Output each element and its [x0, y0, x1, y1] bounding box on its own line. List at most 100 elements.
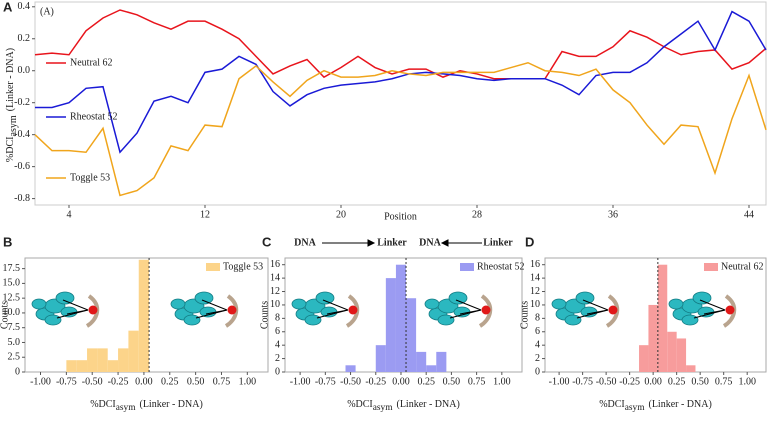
coupling-arrow: [576, 309, 609, 319]
helix: [183, 314, 201, 326]
histogram-bar: [76, 360, 88, 372]
panel-label: B: [3, 234, 12, 249]
y-tick-label: 6: [275, 326, 280, 337]
axis-label-sub: asym: [116, 403, 136, 413]
y-tick-label: -0.4: [14, 129, 30, 140]
coupling-arrow: [201, 299, 228, 311]
helix: [194, 291, 214, 305]
axis-label-tail: (Linker - DNA): [396, 399, 459, 410]
histogram-bar: [107, 360, 119, 372]
x-tick-label: 0.75: [468, 376, 486, 387]
legend-label: Rheostat 52: [70, 111, 118, 122]
axis-label-tail: (Linker - DNA): [648, 399, 711, 410]
legend-label: Toggle 53: [223, 261, 263, 272]
helix: [448, 291, 468, 305]
y-tick-label: 0.0: [18, 65, 31, 76]
helix: [320, 306, 338, 318]
coupling-arrow: [316, 309, 349, 319]
axis-label: %DCIasym(Linker - DNA): [5, 48, 19, 162]
annotation: Linker: [483, 237, 513, 248]
x-tick-label: -0.25: [108, 376, 129, 387]
histogram-bar: [395, 264, 407, 372]
legend-label: Rheostat 52: [477, 261, 525, 272]
dna-strand: [478, 294, 493, 328]
axis-label-main: %DCI: [90, 399, 116, 410]
y-tick-label: 0.4: [18, 1, 31, 12]
annotation: DNA: [294, 237, 316, 248]
y-tick-label: -0.2: [14, 97, 30, 108]
helix: [55, 291, 75, 305]
y-tick-label: 0: [535, 366, 540, 377]
x-tick-label: -0.25: [365, 376, 386, 387]
x-tick-label: 28: [472, 209, 482, 220]
y-tick-label: 6: [535, 326, 540, 337]
x-tick-label: 1.00: [239, 376, 257, 387]
y-tick-label: 2: [535, 353, 540, 364]
y-tick-label: 14: [270, 272, 280, 283]
protein-cartoon: [291, 291, 360, 328]
histogram-bar: [138, 259, 150, 372]
coupling-arrow: [322, 299, 349, 311]
coupling-arrow: [62, 299, 89, 311]
helix: [575, 291, 595, 305]
annotation: DNA: [419, 237, 441, 248]
histogram-bar: [416, 351, 427, 372]
axis-label-sub: asym: [373, 403, 393, 413]
axis-label-tail: (Linker - DNA): [139, 399, 202, 410]
panel-label: D: [525, 234, 534, 249]
x-tick-label: 0.75: [715, 376, 733, 387]
legend-label: Neutral 62: [721, 261, 764, 272]
histogram-bar: [648, 304, 658, 372]
histogram-bar: [118, 348, 129, 372]
dna-strand: [224, 294, 239, 328]
x-tick-label: -0.25: [619, 376, 640, 387]
y-tick-label: 2.5: [8, 352, 21, 363]
x-tick-label: -0.75: [315, 376, 336, 387]
coupling-arrow: [582, 299, 609, 311]
y-tick-label: 7.5: [8, 322, 21, 333]
y-tick-label: 15.0: [3, 278, 21, 289]
legend-swatch: [460, 263, 474, 271]
x-tick-label: 36: [608, 209, 618, 220]
protein-cartoon: [668, 291, 737, 328]
y-tick-label: 0: [275, 366, 280, 377]
x-tick-label: 0.25: [668, 376, 686, 387]
x-tick-label: 0.50: [187, 376, 205, 387]
coupling-arrow: [56, 309, 89, 319]
histogram-bar: [426, 365, 437, 372]
line-series: [35, 10, 767, 154]
line-series: [34, 9, 767, 80]
y-tick-label: 5.0: [8, 337, 21, 348]
x-tick-label: 1.00: [493, 376, 511, 387]
x-tick-label: 4: [67, 209, 72, 220]
helix: [437, 314, 455, 326]
histogram-bar: [375, 345, 386, 372]
y-tick-label: 2: [275, 353, 280, 364]
helix: [291, 298, 307, 310]
axis-label-tail: (Linker - DNA): [5, 48, 16, 111]
y-tick-label: 16: [530, 259, 540, 270]
x-axis-label: Position: [384, 211, 417, 222]
x-tick-label: -1.00: [290, 376, 311, 387]
y-tick-label: 0.2: [18, 33, 31, 44]
y-tick-label: 8: [535, 313, 540, 324]
y-tick-label: 10: [270, 299, 280, 310]
arrow-head: [367, 239, 376, 247]
dna-strand: [605, 294, 620, 328]
helix: [424, 298, 440, 310]
axis-label-sub: asym: [625, 403, 645, 413]
panel-label: A: [3, 0, 13, 14]
y-axis-label: Counts: [259, 301, 270, 329]
helix: [199, 306, 217, 318]
histogram-bar: [87, 348, 98, 372]
linker-site: [227, 305, 237, 315]
annotation-arrows: [322, 239, 482, 247]
x-tick-label: -1.00: [30, 376, 51, 387]
plot-frame: [34, 1, 767, 206]
linker-site: [481, 305, 491, 315]
y-axis-label: Counts: [0, 301, 10, 329]
y-tick-label: 4: [535, 339, 540, 350]
y-tick-label: 12: [530, 286, 540, 297]
helix: [60, 306, 78, 318]
axis-label: %DCIasym(Linker - DNA): [347, 399, 460, 413]
